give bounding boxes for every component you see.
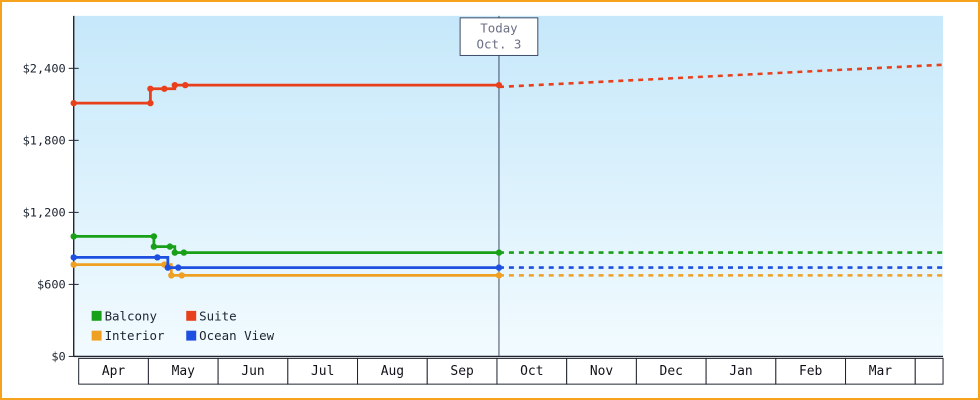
y-tick-label: $1,800: [23, 133, 66, 147]
month-label: May: [172, 364, 196, 379]
month-cell-partial: [914, 357, 944, 385]
today-label-line1: Today: [480, 21, 517, 36]
month-label: Jul: [311, 364, 334, 379]
y-tick-label: $1,200: [23, 205, 66, 219]
series-line-balcony: [73, 234, 499, 254]
series-point-interior: [495, 272, 503, 279]
series-point-suite: [495, 81, 503, 89]
month-label: Dec: [660, 364, 683, 379]
y-tick-label: $0: [51, 349, 65, 363]
series-point-balcony: [70, 233, 77, 240]
today-label-line2: Oct. 3: [476, 37, 521, 52]
series-point-ocean-view: [495, 264, 503, 271]
series-point-balcony: [166, 243, 174, 250]
series-point-ocean-view: [164, 264, 172, 271]
y-tick-label: $2,400: [23, 61, 66, 75]
series-point-balcony: [171, 249, 178, 256]
month-cell: [426, 357, 498, 385]
series-line-ocean-view: [73, 256, 499, 269]
month-cell: [845, 357, 916, 385]
series-point-balcony: [180, 249, 188, 256]
today-label-box: [459, 17, 539, 56]
month-label: Aug: [381, 364, 404, 379]
month-cell: [357, 357, 428, 385]
legend-label-interior: Interior: [105, 328, 165, 343]
month-label: Mar: [869, 364, 893, 379]
legend-label-balcony: Balcony: [105, 308, 157, 323]
legend-label-suite: Suite: [199, 308, 236, 323]
series-point-suite: [161, 85, 168, 92]
series-point-suite: [70, 99, 77, 107]
y-tick-label: $600: [37, 277, 66, 291]
month-cell: [147, 357, 219, 385]
series-point-suite: [147, 85, 154, 92]
series-point-balcony: [150, 243, 158, 250]
month-label: Sep: [450, 364, 473, 379]
legend-swatch-suite: [186, 310, 197, 321]
series-point-balcony: [150, 233, 158, 240]
legend-swatch-balcony: [91, 310, 102, 321]
month-label: Feb: [799, 364, 822, 379]
series-point-balcony: [495, 249, 503, 256]
series-point-ocean-view: [70, 254, 77, 261]
series-point-suite: [171, 81, 178, 89]
month-label: Apr: [102, 364, 126, 379]
series-point-ocean-view: [175, 264, 182, 271]
month-label: Jun: [241, 364, 264, 379]
series-line-interior: [73, 263, 499, 277]
month-cell: [566, 357, 637, 385]
legend-swatch-interior: [91, 330, 102, 341]
series-point-suite: [147, 99, 154, 107]
legend-label-ocean-view: Ocean View: [199, 328, 274, 343]
plot-area: [73, 15, 944, 357]
month-cell: [217, 357, 289, 385]
series-point-interior: [178, 272, 185, 279]
month-cell: [78, 357, 149, 385]
month-cell: [496, 357, 568, 385]
series-point-suite: [182, 81, 189, 89]
month-label: Jan: [729, 364, 752, 379]
series-point-interior: [168, 272, 175, 279]
month-label: Oct: [520, 364, 543, 379]
month-label: Nov: [590, 364, 614, 379]
series-point-ocean-view: [154, 254, 161, 261]
month-cell: [287, 357, 359, 385]
series-point-interior: [70, 261, 77, 268]
month-cell: [705, 357, 777, 385]
legend-swatch-ocean-view: [186, 330, 197, 341]
series-forecast-suite: [498, 63, 944, 89]
